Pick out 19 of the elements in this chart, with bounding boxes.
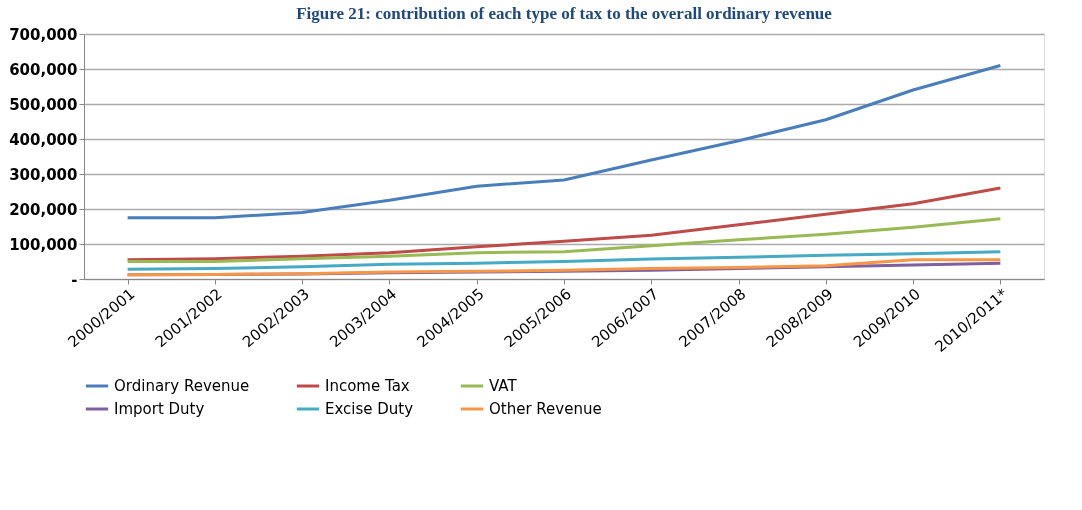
legend-label: Other Revenue [489,400,602,418]
legend-label: Import Duty [114,400,205,418]
chart-title: Figure 21: contribution of each type of tax to the overall ordinary revenue [296,4,833,23]
y-tick-label: 500,000 [9,95,78,114]
legend-label: Excise Duty [325,400,414,418]
y-tick-label: 200,000 [9,200,78,219]
y-tick-label: 700,000 [9,25,78,44]
legend-label: VAT [489,377,518,395]
line-series [126,64,1002,220]
y-tick-label: 600,000 [9,60,78,79]
legend-label: Income Tax [325,377,410,395]
y-tick-label: 400,000 [9,130,78,149]
y-tick-label: - [71,270,78,289]
legend-label: Ordinary Revenue [114,377,250,395]
line-series [126,186,1002,262]
y-tick-label: 100,000 [9,235,78,254]
line-series [126,250,1002,271]
line-series [126,217,1002,263]
y-tick-label: 300,000 [9,165,78,184]
